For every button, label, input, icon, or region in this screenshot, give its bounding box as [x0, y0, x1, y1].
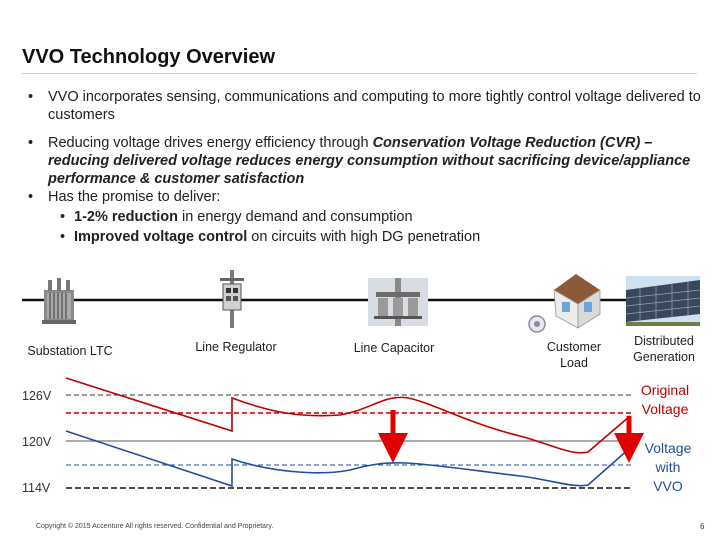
bullet-2: • Reducing voltage drives energy efficie…	[22, 134, 702, 188]
voltage-label-114: 114V	[22, 481, 51, 495]
original-voltage-legend: Original Voltage	[626, 381, 704, 419]
sub-bullet-1-emphasis: 1-2% reduction	[74, 209, 178, 225]
solar-panel-icon	[626, 276, 700, 326]
voltage-label-120: 120V	[22, 435, 52, 449]
line-regulator-icon	[220, 270, 244, 328]
bullet-1-text: VVO incorporates sensing, communications…	[48, 89, 701, 123]
customer-label-line-2: Load	[560, 356, 588, 370]
bullet-2-emphasis: Conservation Voltage Reduction (CVR) – r…	[48, 135, 691, 187]
page-title: VVO Technology Overview	[22, 46, 276, 68]
bullet-3: • Has the promise to deliver:	[22, 188, 702, 206]
substation-transformer-icon	[42, 278, 76, 324]
bullet-marker: •	[28, 135, 34, 151]
vvo-legend-line-2: with	[655, 459, 681, 475]
page-number: 6	[700, 522, 705, 531]
bullet-list: • VVO incorporates sensing, communicatio…	[22, 88, 702, 246]
sub-bullet-1-text: in energy demand and consumption	[177, 209, 413, 225]
dg-label-line-1: Distributed	[634, 334, 694, 348]
bullet-marker: •	[60, 229, 66, 245]
customer-label-line-1: Customer	[546, 340, 602, 354]
vvo-voltage-legend: Voltage with VVO	[630, 439, 706, 496]
sub-bullet-2: • Improved voltage control on circuits w…	[22, 228, 702, 246]
voltage-label-126: 126V	[22, 389, 52, 403]
original-legend-line-2: Voltage	[641, 401, 689, 417]
line-capacitor-label: Line Capacitor	[353, 341, 435, 355]
bullet-1: • VVO incorporates sensing, communicatio…	[22, 88, 702, 124]
customer-load-label: Customer Load	[534, 339, 614, 371]
bullet-marker: •	[28, 89, 34, 105]
sub-bullet-1: • 1-2% reduction in energy demand and co…	[22, 208, 702, 226]
bullet-2-text: Reducing voltage drives energy efficienc…	[48, 135, 373, 151]
bullet-marker: •	[28, 189, 34, 205]
line-regulator-label: Line Regulator	[195, 340, 277, 354]
bullet-3-text: Has the promise to deliver:	[48, 189, 221, 205]
substation-ltc-label: Substation LTC	[27, 344, 113, 358]
line-capacitor-icon	[368, 278, 428, 326]
dg-label-line-2: Generation	[633, 350, 695, 364]
sub-bullet-2-emphasis: Improved voltage control	[74, 229, 248, 245]
vvo-legend-line-3: VVO	[653, 478, 683, 494]
distributed-generation-label: Distributed Generation	[624, 333, 704, 365]
customer-home-icon	[528, 274, 601, 333]
bullet-marker: •	[60, 209, 66, 225]
sub-bullet-2-text: on circuits with high DG penetration	[247, 229, 481, 245]
vvo-voltage-profile	[65, 430, 631, 488]
copyright-footer: Copyright © 2015 Accenture All rights re…	[36, 523, 274, 530]
title-divider	[22, 73, 697, 74]
vvo-legend-line-1: Voltage	[644, 440, 692, 456]
original-legend-line-1: Original	[640, 382, 690, 398]
original-voltage-profile	[65, 377, 631, 454]
